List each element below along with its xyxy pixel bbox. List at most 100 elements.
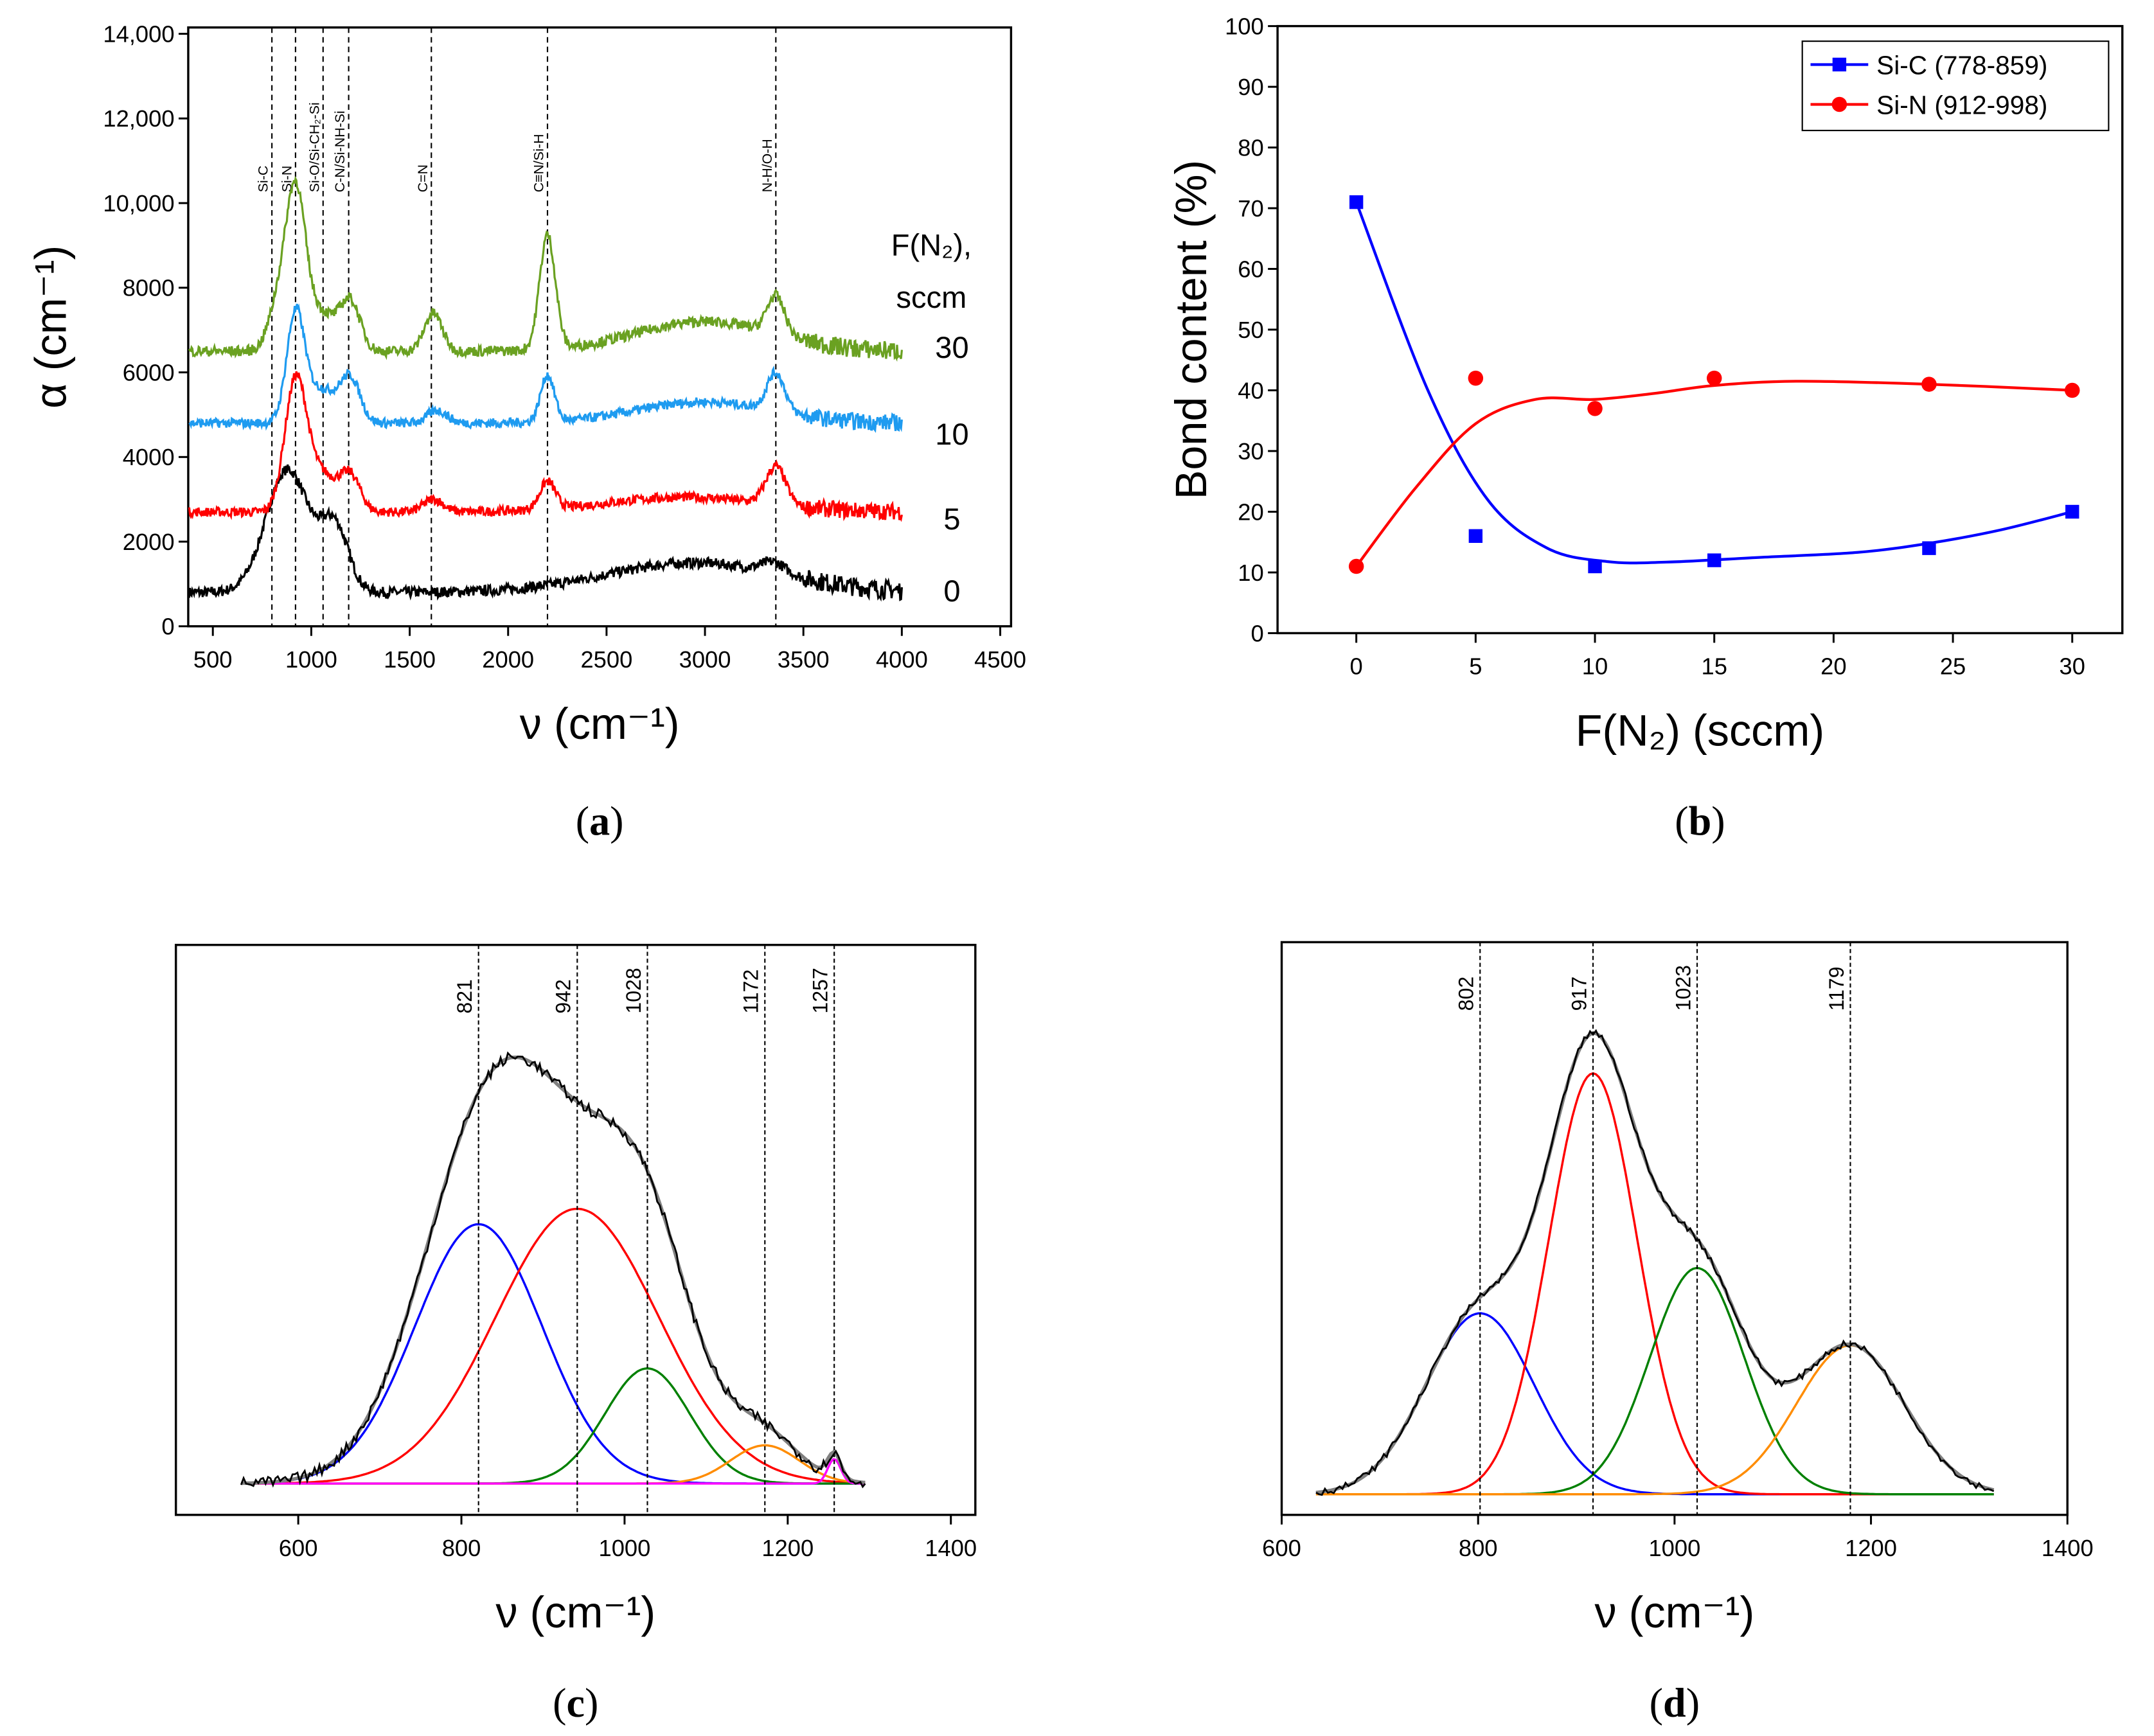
peak-position-label: 1257 <box>809 968 832 1013</box>
spectrum-line-0 <box>188 464 903 602</box>
peak-position-label: 1023 <box>1671 965 1695 1011</box>
fit-curve-si-c <box>1355 201 2073 565</box>
data-point-si-c <box>1349 195 1364 209</box>
legend-label: Si-N (912-998) <box>1876 90 2047 120</box>
panel-b: 0 5 10 15 20 25 30 0 10 20 30 40 50 60 70 80 90 100 F(N₂) … <box>1167 13 2124 844</box>
data-point-si-n <box>1468 370 1484 386</box>
x-tick-label: 1000 <box>285 646 337 673</box>
panel-caption: (c) <box>553 1680 598 1726</box>
legend-marker-square <box>1832 57 1847 72</box>
y-axis-label: Bond content (%) <box>1167 160 1216 499</box>
x-tick-label: 800 <box>1459 1535 1498 1561</box>
x-tick-label: 15 <box>1701 653 1727 680</box>
x-tick-label: 1000 <box>1648 1535 1700 1561</box>
x-tick-label: 4000 <box>876 646 928 673</box>
y-tick-label: 100 <box>1225 13 1264 39</box>
x-tick-label: 20 <box>1820 653 1846 680</box>
x-axis-label: ν (cm⁻¹) <box>1594 1588 1754 1637</box>
y-tick-label: 10,000 <box>103 190 174 217</box>
data-point-si-c <box>2065 504 2079 519</box>
x-tick-label: 800 <box>442 1535 481 1561</box>
legend-title-line1: F(N₂), <box>891 228 972 262</box>
data-point-si-n <box>1587 401 1603 416</box>
component-peak-821 <box>241 1223 866 1485</box>
y-tick-label: 90 <box>1238 74 1263 100</box>
series-label: 10 <box>935 417 968 451</box>
x-tick-label: 1000 <box>599 1535 651 1561</box>
legend-box <box>1801 40 2110 132</box>
y-tick-label: 12,000 <box>103 105 174 132</box>
y-tick-label: 0 <box>1251 620 1264 646</box>
annotation-label: Si-C <box>256 166 271 193</box>
x-tick-label: 10 <box>1582 653 1608 680</box>
fit-curve-si-n <box>1355 380 2072 567</box>
measured-spectrum <box>240 1051 866 1489</box>
spectrum-line-30 <box>188 175 903 362</box>
panel-d: 600 800 1000 1200 1400 ν (cm⁻¹) (d) 802 917 1023 1… <box>1262 941 2094 1726</box>
data-point-si-n <box>1706 370 1722 386</box>
panel-a: 500 1000 1500 2000 2500 3000 3500 4000 4500 0 2000… <box>27 21 1026 844</box>
panel-caption: (d) <box>1650 1680 1700 1726</box>
x-tick-label: 1200 <box>761 1535 814 1561</box>
peak-position-label: 802 <box>1455 977 1478 1011</box>
annotation-label: C≡N/Si-H <box>531 134 547 192</box>
component-peak-917 <box>1315 1072 1994 1496</box>
data-point-si-c <box>1922 541 1936 555</box>
y-tick-label: 60 <box>1238 256 1263 282</box>
data-point-si-c <box>1468 529 1483 543</box>
x-axis-label: ν (cm⁻¹) <box>495 1588 655 1637</box>
peak-position-label: 821 <box>453 979 476 1013</box>
x-tick-label: 3500 <box>778 646 830 673</box>
y-tick-label: 14,000 <box>103 21 174 47</box>
x-axis-label: F(N₂) (sccm) <box>1576 707 1824 756</box>
y-axis-label: α (cm⁻¹) <box>27 245 76 409</box>
series-label: 5 <box>943 502 960 536</box>
panel-c: 600 800 1000 1200 1400 ν (cm⁻¹) (c) 821 942 1028 1… <box>174 943 977 1726</box>
y-tick-label: 2000 <box>123 529 175 555</box>
y-tick-label: 10 <box>1238 560 1263 586</box>
x-tick-label: 0 <box>1350 653 1363 680</box>
y-tick-label: 30 <box>1238 438 1263 465</box>
x-tick-label: 3000 <box>679 646 731 673</box>
x-tick-label: 5 <box>1469 653 1482 680</box>
y-tick-label: 70 <box>1238 195 1263 222</box>
annotation-label: Si-O/Si-CH₂-Si <box>307 102 322 192</box>
data-point-si-n <box>1921 376 1937 392</box>
series-label: 0 <box>943 574 960 608</box>
legend-label: Si-C (778-859) <box>1876 50 2047 80</box>
x-tick-label: 500 <box>193 646 233 673</box>
legend-marker-circle <box>1831 96 1847 112</box>
peak-position-label: 1172 <box>740 970 763 1014</box>
data-point-si-n <box>1348 558 1364 574</box>
x-tick-label: 1500 <box>384 646 436 673</box>
x-tick-label: 600 <box>1262 1535 1301 1561</box>
legend: Si-C (778-859) Si-N (912-998) <box>1801 40 2110 132</box>
annotation-label: C=N <box>415 164 431 192</box>
annotation-label: C-N/Si-NH-Si <box>332 111 348 192</box>
spectrum-line-5 <box>188 371 903 522</box>
legend-title-line2: sccm <box>896 280 967 314</box>
x-tick-label: 1400 <box>925 1535 977 1561</box>
plot-frame <box>174 943 977 1516</box>
panel-caption: (a) <box>576 799 624 844</box>
peak-position-label: 942 <box>552 979 575 1013</box>
component-peak-1257 <box>241 1458 866 1485</box>
y-tick-label: 80 <box>1238 134 1263 161</box>
x-tick-label: 2000 <box>482 646 534 673</box>
x-tick-label: 1400 <box>2042 1535 2094 1561</box>
plot-frame <box>187 26 1013 628</box>
component-peak-1179 <box>1315 1344 1995 1496</box>
x-tick-label: 30 <box>2060 653 2085 680</box>
x-tick-label: 600 <box>279 1535 318 1561</box>
measured-spectrum <box>1315 1029 1995 1496</box>
y-tick-label: 20 <box>1238 499 1263 525</box>
component-peak-942 <box>241 1207 866 1485</box>
data-point-si-c <box>1707 553 1722 567</box>
x-tick-label: 4500 <box>974 646 1026 673</box>
y-tick-label: 6000 <box>123 359 175 385</box>
x-axis-label: ν (cm⁻¹) <box>520 700 680 748</box>
data-point-si-n <box>2065 382 2080 398</box>
cumulative-fit-curve <box>241 1055 866 1485</box>
y-tick-label: 4000 <box>123 444 175 470</box>
plot-frame <box>1280 941 2069 1516</box>
